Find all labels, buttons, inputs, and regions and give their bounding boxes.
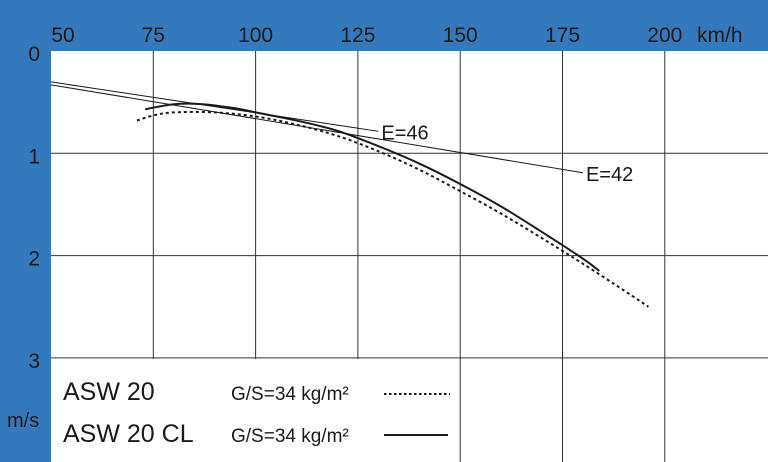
legend-series-1-detail: G/S=34 kg/m² [231,384,349,405]
y-tick-label: 3 [28,350,40,373]
y-tick-label: 0 [28,43,40,66]
x-tick-label: 100 [238,24,273,47]
legend-series-2-name: ASW 20 CL [63,420,194,448]
series-line-1 [136,110,649,308]
legend-box [52,359,459,462]
glide-line-label: E=46 [381,122,428,144]
x-tick-label: 200 [647,24,682,47]
glide-line-label: E=42 [586,164,633,186]
x-tick-label: 125 [340,24,375,47]
legend-series-1-name: ASW 20 [63,378,155,406]
y-tick-label: 1 [28,145,40,168]
series-line-2 [144,102,600,272]
x-tick-label: 75 [142,24,165,47]
y-axis-unit: m/s [7,410,39,432]
x-axis-unit: km/h [697,24,743,47]
legend-series-2-detail: G/S=34 kg/m² [231,426,349,447]
x-tick-label: 50 [51,24,74,47]
x-tick-label: 150 [443,24,478,47]
legend: ASW 20 G/S=34 kg/m² ASW 20 CL G/S=34 kg/… [52,359,459,462]
glide-line [50,81,379,132]
x-tick-label: 175 [545,24,580,47]
y-tick-label: 2 [28,248,40,271]
